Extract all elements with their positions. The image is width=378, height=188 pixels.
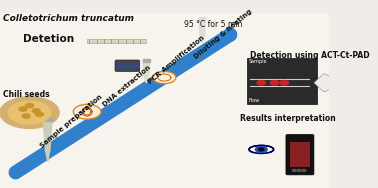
FancyArrowPatch shape: [15, 35, 230, 172]
Circle shape: [292, 169, 296, 171]
Circle shape: [32, 109, 40, 113]
Polygon shape: [43, 121, 52, 149]
Polygon shape: [45, 149, 50, 162]
Text: Diluting & heating: Diluting & heating: [194, 8, 253, 60]
FancyBboxPatch shape: [246, 58, 317, 104]
Text: Colletotrichum truncatum: Colletotrichum truncatum: [3, 14, 134, 24]
Text: Results interpretation: Results interpretation: [240, 114, 336, 123]
FancyBboxPatch shape: [0, 13, 329, 188]
Circle shape: [36, 112, 43, 117]
Text: Flow: Flow: [248, 98, 259, 103]
Ellipse shape: [249, 146, 274, 153]
Text: 95 °C for 5 min: 95 °C for 5 min: [184, 20, 242, 29]
Circle shape: [26, 103, 34, 108]
Text: DNA extraction: DNA extraction: [101, 64, 151, 107]
Text: PCR Amplification: PCR Amplification: [147, 34, 206, 85]
Circle shape: [297, 169, 301, 171]
Text: Detetion: Detetion: [23, 34, 74, 44]
Circle shape: [22, 114, 30, 118]
Circle shape: [257, 80, 266, 85]
FancyBboxPatch shape: [290, 143, 310, 167]
Text: Sample: Sample: [248, 59, 266, 64]
Circle shape: [259, 148, 264, 151]
Circle shape: [302, 169, 306, 171]
Circle shape: [256, 146, 267, 153]
Text: Sample preparation: Sample preparation: [39, 94, 103, 149]
Circle shape: [73, 104, 101, 119]
Circle shape: [19, 107, 27, 111]
Circle shape: [270, 80, 279, 85]
Circle shape: [153, 71, 176, 84]
Wedge shape: [314, 74, 334, 92]
Circle shape: [0, 97, 59, 128]
Polygon shape: [43, 118, 52, 121]
Circle shape: [280, 80, 288, 85]
FancyBboxPatch shape: [286, 135, 314, 175]
Polygon shape: [200, 36, 204, 42]
FancyBboxPatch shape: [87, 39, 146, 43]
Polygon shape: [199, 18, 205, 21]
FancyBboxPatch shape: [115, 60, 140, 71]
Text: Chili seeds: Chili seeds: [3, 90, 50, 99]
Polygon shape: [143, 59, 150, 62]
Polygon shape: [144, 76, 149, 83]
Polygon shape: [143, 62, 150, 76]
Text: Detection using ACT-Ct-PAD: Detection using ACT-Ct-PAD: [250, 51, 369, 60]
Polygon shape: [199, 18, 205, 36]
Circle shape: [8, 101, 51, 124]
